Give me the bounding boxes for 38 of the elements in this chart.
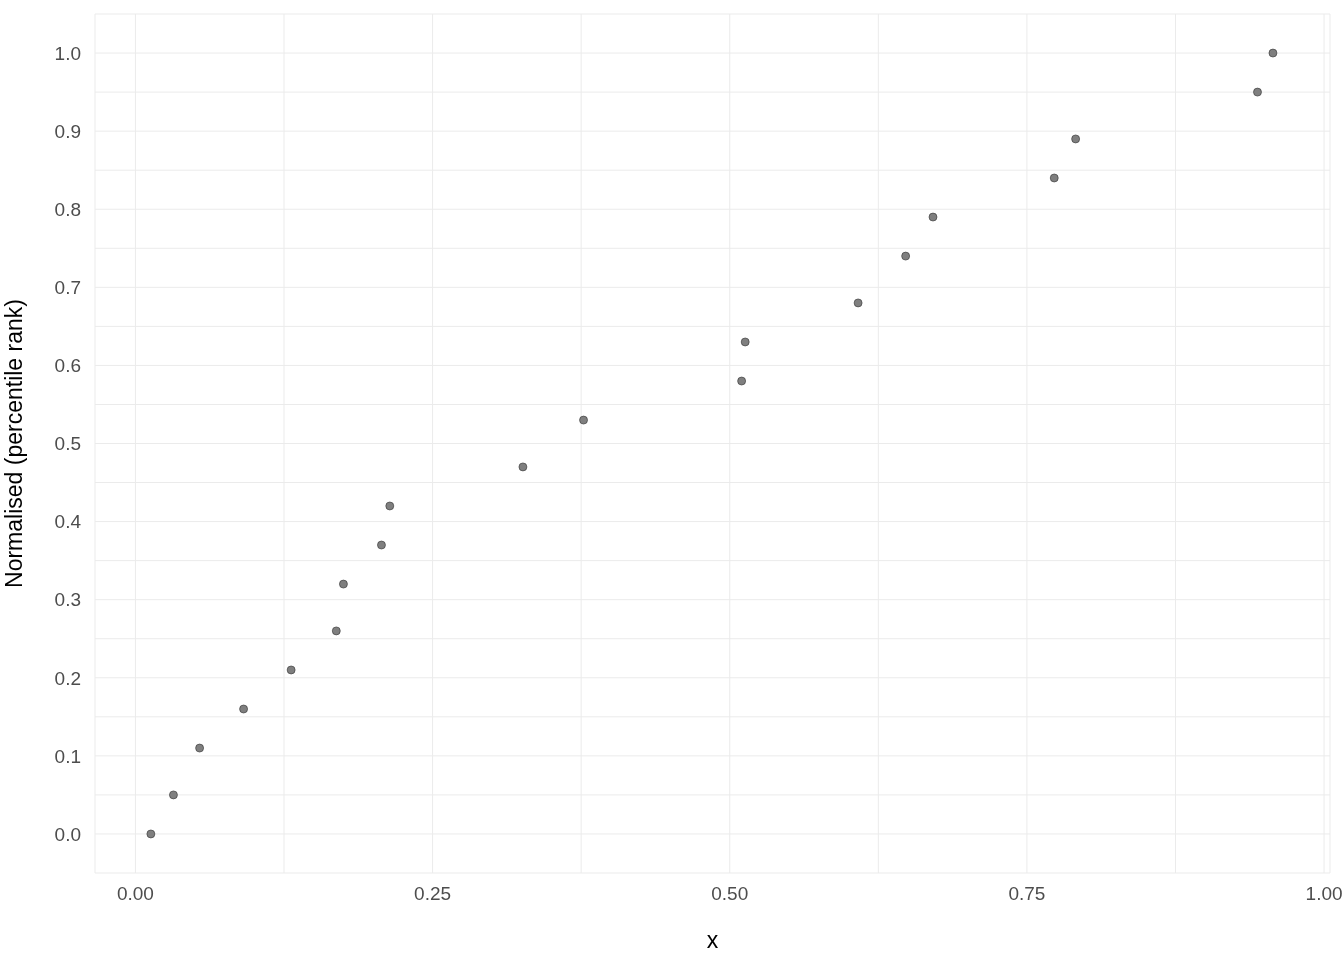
point	[239, 704, 248, 714]
y-tick-label: 0.3	[54, 589, 81, 611]
point	[377, 540, 386, 550]
point	[169, 790, 178, 800]
y-tick-label: 0.2	[54, 667, 81, 689]
point	[737, 376, 746, 386]
y-axis-title: Normalised (percentile rank)	[1, 299, 28, 588]
point	[853, 298, 863, 308]
point	[1253, 87, 1262, 97]
x-tick-label: 0.75	[1008, 883, 1046, 905]
y-tick-label: 0.9	[54, 120, 81, 142]
point	[740, 337, 750, 347]
y-tick-label: 0.4	[54, 511, 82, 533]
point	[1049, 173, 1059, 183]
y-tick-label: 0.7	[54, 277, 81, 299]
point	[385, 501, 395, 511]
point	[195, 743, 204, 753]
point	[146, 829, 156, 839]
point	[1268, 48, 1278, 58]
point	[579, 415, 588, 425]
point	[518, 462, 528, 472]
point	[286, 665, 296, 675]
y-tick-label: 0.8	[54, 198, 81, 220]
x-tick-label: 0.00	[116, 883, 154, 905]
x-tick-label: 0.25	[414, 883, 452, 905]
y-tick-label: 0.6	[54, 355, 81, 377]
point	[1071, 134, 1080, 144]
point	[339, 579, 348, 589]
y-tick-label: 1.0	[54, 42, 81, 64]
point	[332, 626, 341, 636]
point	[901, 251, 910, 261]
y-tick-label: 0.1	[54, 745, 81, 767]
point	[928, 212, 938, 222]
x-tick-label: 1.00	[1305, 883, 1343, 905]
y-tick-label: 0.0	[54, 823, 81, 845]
y-tick-label: 0.5	[54, 433, 81, 455]
x-tick-label: 0.50	[711, 883, 749, 905]
x-axis-title: x	[706, 927, 719, 953]
